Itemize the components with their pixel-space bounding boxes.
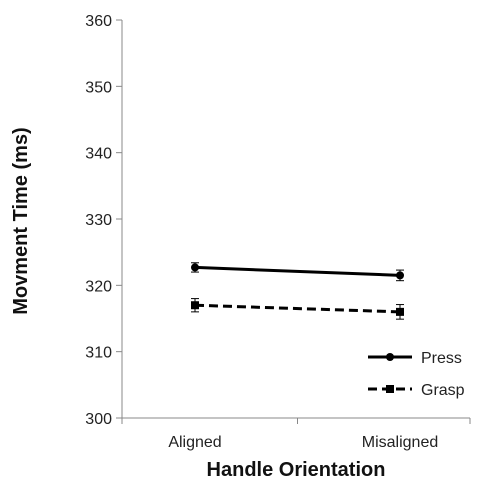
legend-marker-grasp	[386, 385, 394, 393]
y-tick-label: 340	[85, 146, 112, 163]
series-layer	[191, 262, 404, 320]
y-axis-title: Movment Time (ms)	[10, 127, 32, 314]
series-line-press	[194, 265, 401, 277]
legend: Press Grasp	[368, 350, 465, 399]
point-press	[396, 271, 404, 280]
y-tick-label: 350	[85, 79, 112, 96]
legend-label-grasp: Grasp	[421, 382, 465, 399]
y-ticks: 300 310 320 330 340 350 360	[85, 13, 122, 428]
x-tick-label: Misaligned	[362, 434, 438, 451]
y-tick-label: 310	[85, 345, 112, 362]
y-tick-label: 320	[85, 278, 112, 295]
series-line-grasp	[194, 303, 401, 314]
point-grasp	[396, 307, 404, 316]
legend-marker-press	[386, 353, 394, 361]
y-tick-label: 300	[85, 411, 112, 428]
series-press	[191, 262, 404, 282]
series-grasp	[191, 298, 404, 320]
x-ticks: Aligned Misaligned	[121, 418, 471, 451]
x-tick-label: Aligned	[168, 434, 221, 451]
axes	[121, 20, 470, 419]
point-press	[191, 263, 199, 272]
y-tick-label: 330	[85, 212, 112, 229]
x-axis-title: Handle Orientation	[207, 459, 386, 481]
point-grasp	[191, 301, 199, 310]
legend-label-press: Press	[421, 350, 462, 367]
y-tick-label: 360	[85, 13, 112, 30]
